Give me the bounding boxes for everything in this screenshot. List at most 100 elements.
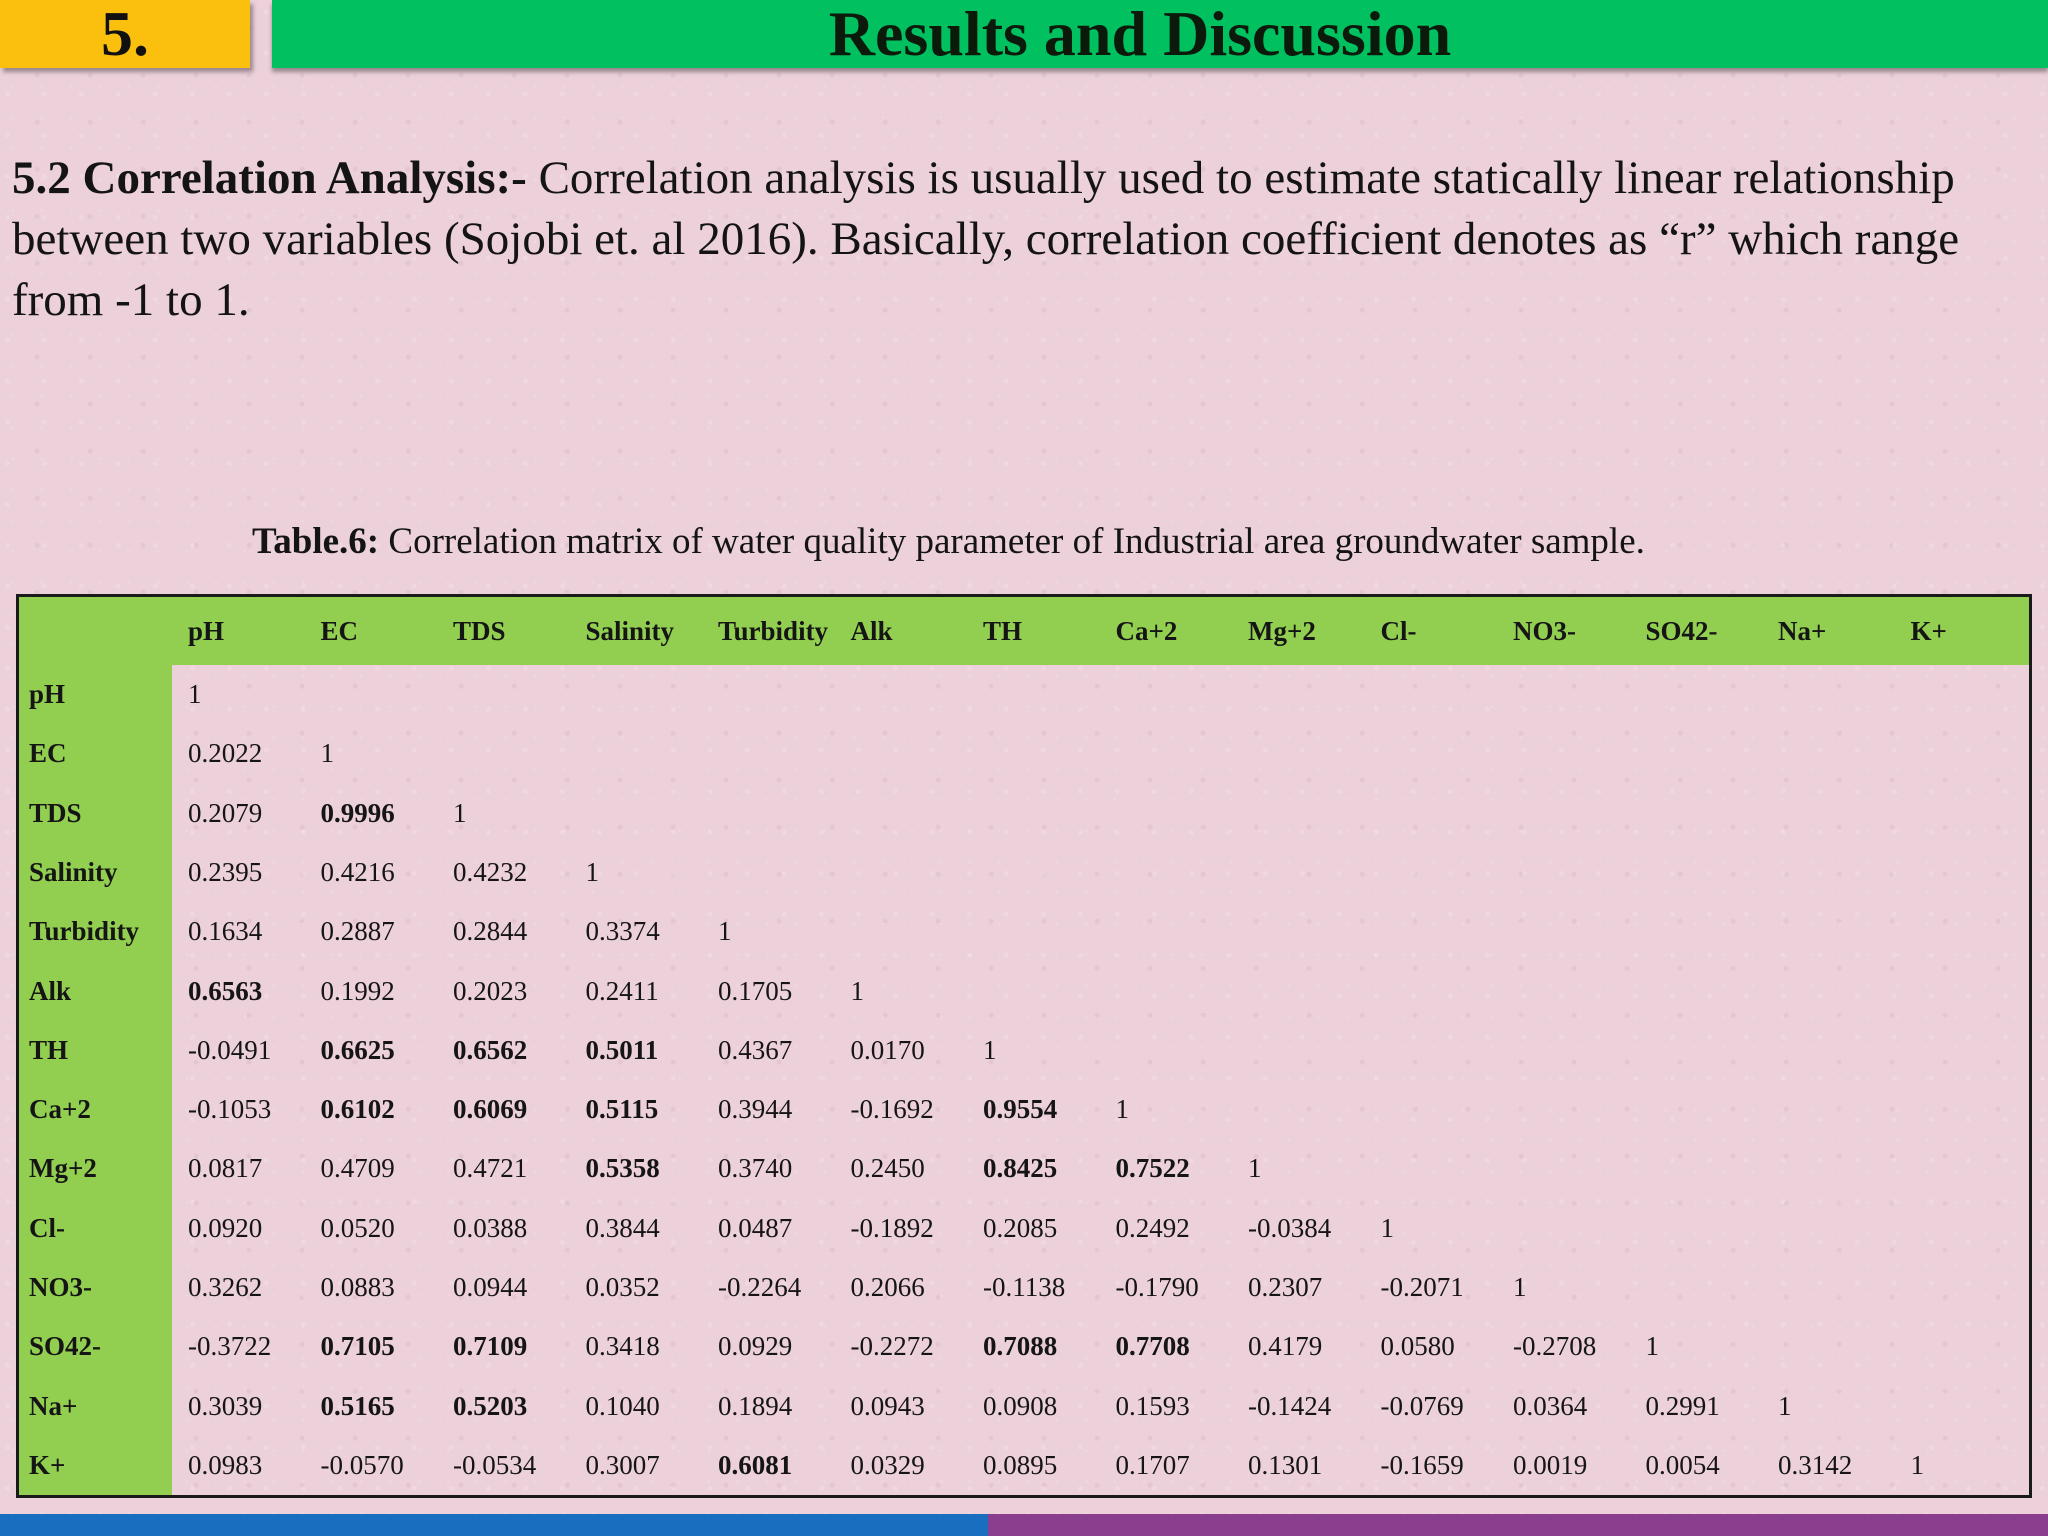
table-cell: 0.3262 [188, 1271, 263, 1302]
table-cell [1632, 1199, 1765, 1258]
table-cell [704, 784, 837, 843]
table-cell: 0.2395 [188, 856, 263, 887]
column-header: Alk [850, 615, 893, 646]
table-cell: 1 [1115, 1094, 1130, 1125]
table-cell [1102, 784, 1235, 843]
table-cell: 0.0352 [585, 1271, 660, 1302]
row-header: Salinity [29, 856, 118, 887]
column-header: Cl- [1380, 615, 1417, 646]
table-cell: 0.5011 [585, 1034, 659, 1065]
table-cell [1234, 902, 1367, 961]
table-cell: -0.1138 [983, 1271, 1066, 1302]
table-row: Turbidity 0.1634 0.2887 0.2844 0.3374 1 [19, 902, 2029, 961]
row-header: Cl- [29, 1212, 65, 1243]
table-cell: 0.9554 [983, 1094, 1058, 1125]
column-header: Turbidity [718, 615, 829, 646]
table-row: Salinity 0.2395 0.4216 0.4232 1 [19, 843, 2029, 902]
column-header: EC [320, 615, 359, 646]
table-cell [1764, 902, 1897, 961]
table-cell: 0.1992 [320, 975, 395, 1006]
table-cell [1499, 665, 1632, 724]
table-cell [1897, 724, 2030, 783]
table-cell [572, 784, 705, 843]
table-cell: 0.1593 [1115, 1390, 1190, 1421]
table-cell: 1 [1778, 1390, 1792, 1421]
table-cell: 0.2450 [850, 1153, 925, 1184]
table-cell [969, 665, 1102, 724]
table-cell [1897, 784, 2030, 843]
table-cell [1897, 1376, 2030, 1435]
table-cell [307, 665, 440, 724]
table-cell: 0.3418 [585, 1331, 660, 1362]
table-cell [1897, 1317, 2030, 1376]
column-header: Na+ [1778, 615, 1827, 646]
table-cell: 0.0817 [188, 1153, 263, 1184]
table-cell [1764, 665, 1897, 724]
table-row: TH -0.0491 0.6625 0.6562 0.5011 0.4367 0.0170 1 [19, 1021, 2029, 1080]
table-cell: 0.6069 [453, 1094, 528, 1125]
intro-paragraph: 5.2 Correlation Analysis:- Correlation a… [12, 148, 2032, 331]
table-cell: 0.1301 [1248, 1449, 1323, 1480]
table-cell: 0.3142 [1778, 1449, 1853, 1480]
table-cell [704, 724, 837, 783]
table-cell: 1 [1910, 1449, 1925, 1480]
table-cell: 0.4721 [453, 1153, 528, 1184]
column-header: Ca+2 [1115, 615, 1178, 646]
table-caption-label: Table.6: [252, 521, 380, 562]
table-cell: 1 [983, 1034, 997, 1065]
table-cell [1897, 1080, 2030, 1139]
table-cell: 1 [453, 797, 467, 828]
table-cell: 0.7708 [1115, 1331, 1190, 1362]
table-cell: 0.1634 [188, 916, 263, 947]
table-cell: 0.2023 [453, 975, 528, 1006]
row-header: EC [29, 738, 67, 769]
table-cell: 0.1894 [718, 1390, 793, 1421]
table-cell: 0.7105 [320, 1331, 395, 1362]
table-cell [1764, 1199, 1897, 1258]
table-cell [1499, 724, 1632, 783]
table-cell [969, 902, 1102, 961]
table-cell: 0.2307 [1248, 1271, 1323, 1302]
table-cell [1764, 961, 1897, 1020]
table-cell: 0.0364 [1513, 1390, 1588, 1421]
column-header: TDS [453, 615, 506, 646]
row-header: Alk [29, 975, 72, 1006]
table-cell: 0.2022 [188, 738, 263, 769]
table-cell [1102, 1021, 1235, 1080]
row-header: K+ [29, 1449, 66, 1480]
table-cell [1102, 665, 1235, 724]
table-cell [1367, 665, 1500, 724]
table-cell: 0.1707 [1115, 1449, 1190, 1480]
table-cell [1367, 1021, 1500, 1080]
table-cell [1234, 961, 1367, 1020]
table-cell: 1 [320, 738, 335, 769]
row-header: Turbidity [29, 916, 140, 947]
table-row: EC 0.2022 1 [19, 724, 2029, 783]
table-cell: -0.1790 [1115, 1271, 1199, 1302]
table-cell [837, 665, 970, 724]
table-cell: -0.1053 [188, 1094, 272, 1125]
table-cell [572, 724, 705, 783]
table-cell [1632, 902, 1765, 961]
slide-title: Results and Discussion [828, 0, 1452, 69]
table-cell: 0.1040 [585, 1390, 660, 1421]
table-cell [1367, 1139, 1500, 1198]
table-cell [439, 665, 572, 724]
corner-cell [19, 597, 174, 665]
table-cell [969, 961, 1102, 1020]
table-cell [837, 902, 970, 961]
table-cell [1632, 1021, 1765, 1080]
table-cell: 0.2991 [1645, 1390, 1720, 1421]
table-cell: 0.8425 [983, 1153, 1058, 1184]
table-cell [1897, 902, 2030, 961]
table-cell: 1 [1380, 1212, 1395, 1243]
table-cell [1367, 724, 1500, 783]
table-row: Na+ 0.3039 0.5165 0.5203 0.1040 0.1894 0.0943 0… [19, 1376, 2029, 1435]
table-cell [1499, 784, 1632, 843]
table-cell [1367, 902, 1500, 961]
table-cell: 1 [850, 975, 865, 1006]
table-cell [1632, 1139, 1765, 1198]
table-cell: 0.4367 [718, 1034, 793, 1065]
table-cell [1367, 961, 1500, 1020]
column-header: SO42- [1645, 615, 1718, 646]
